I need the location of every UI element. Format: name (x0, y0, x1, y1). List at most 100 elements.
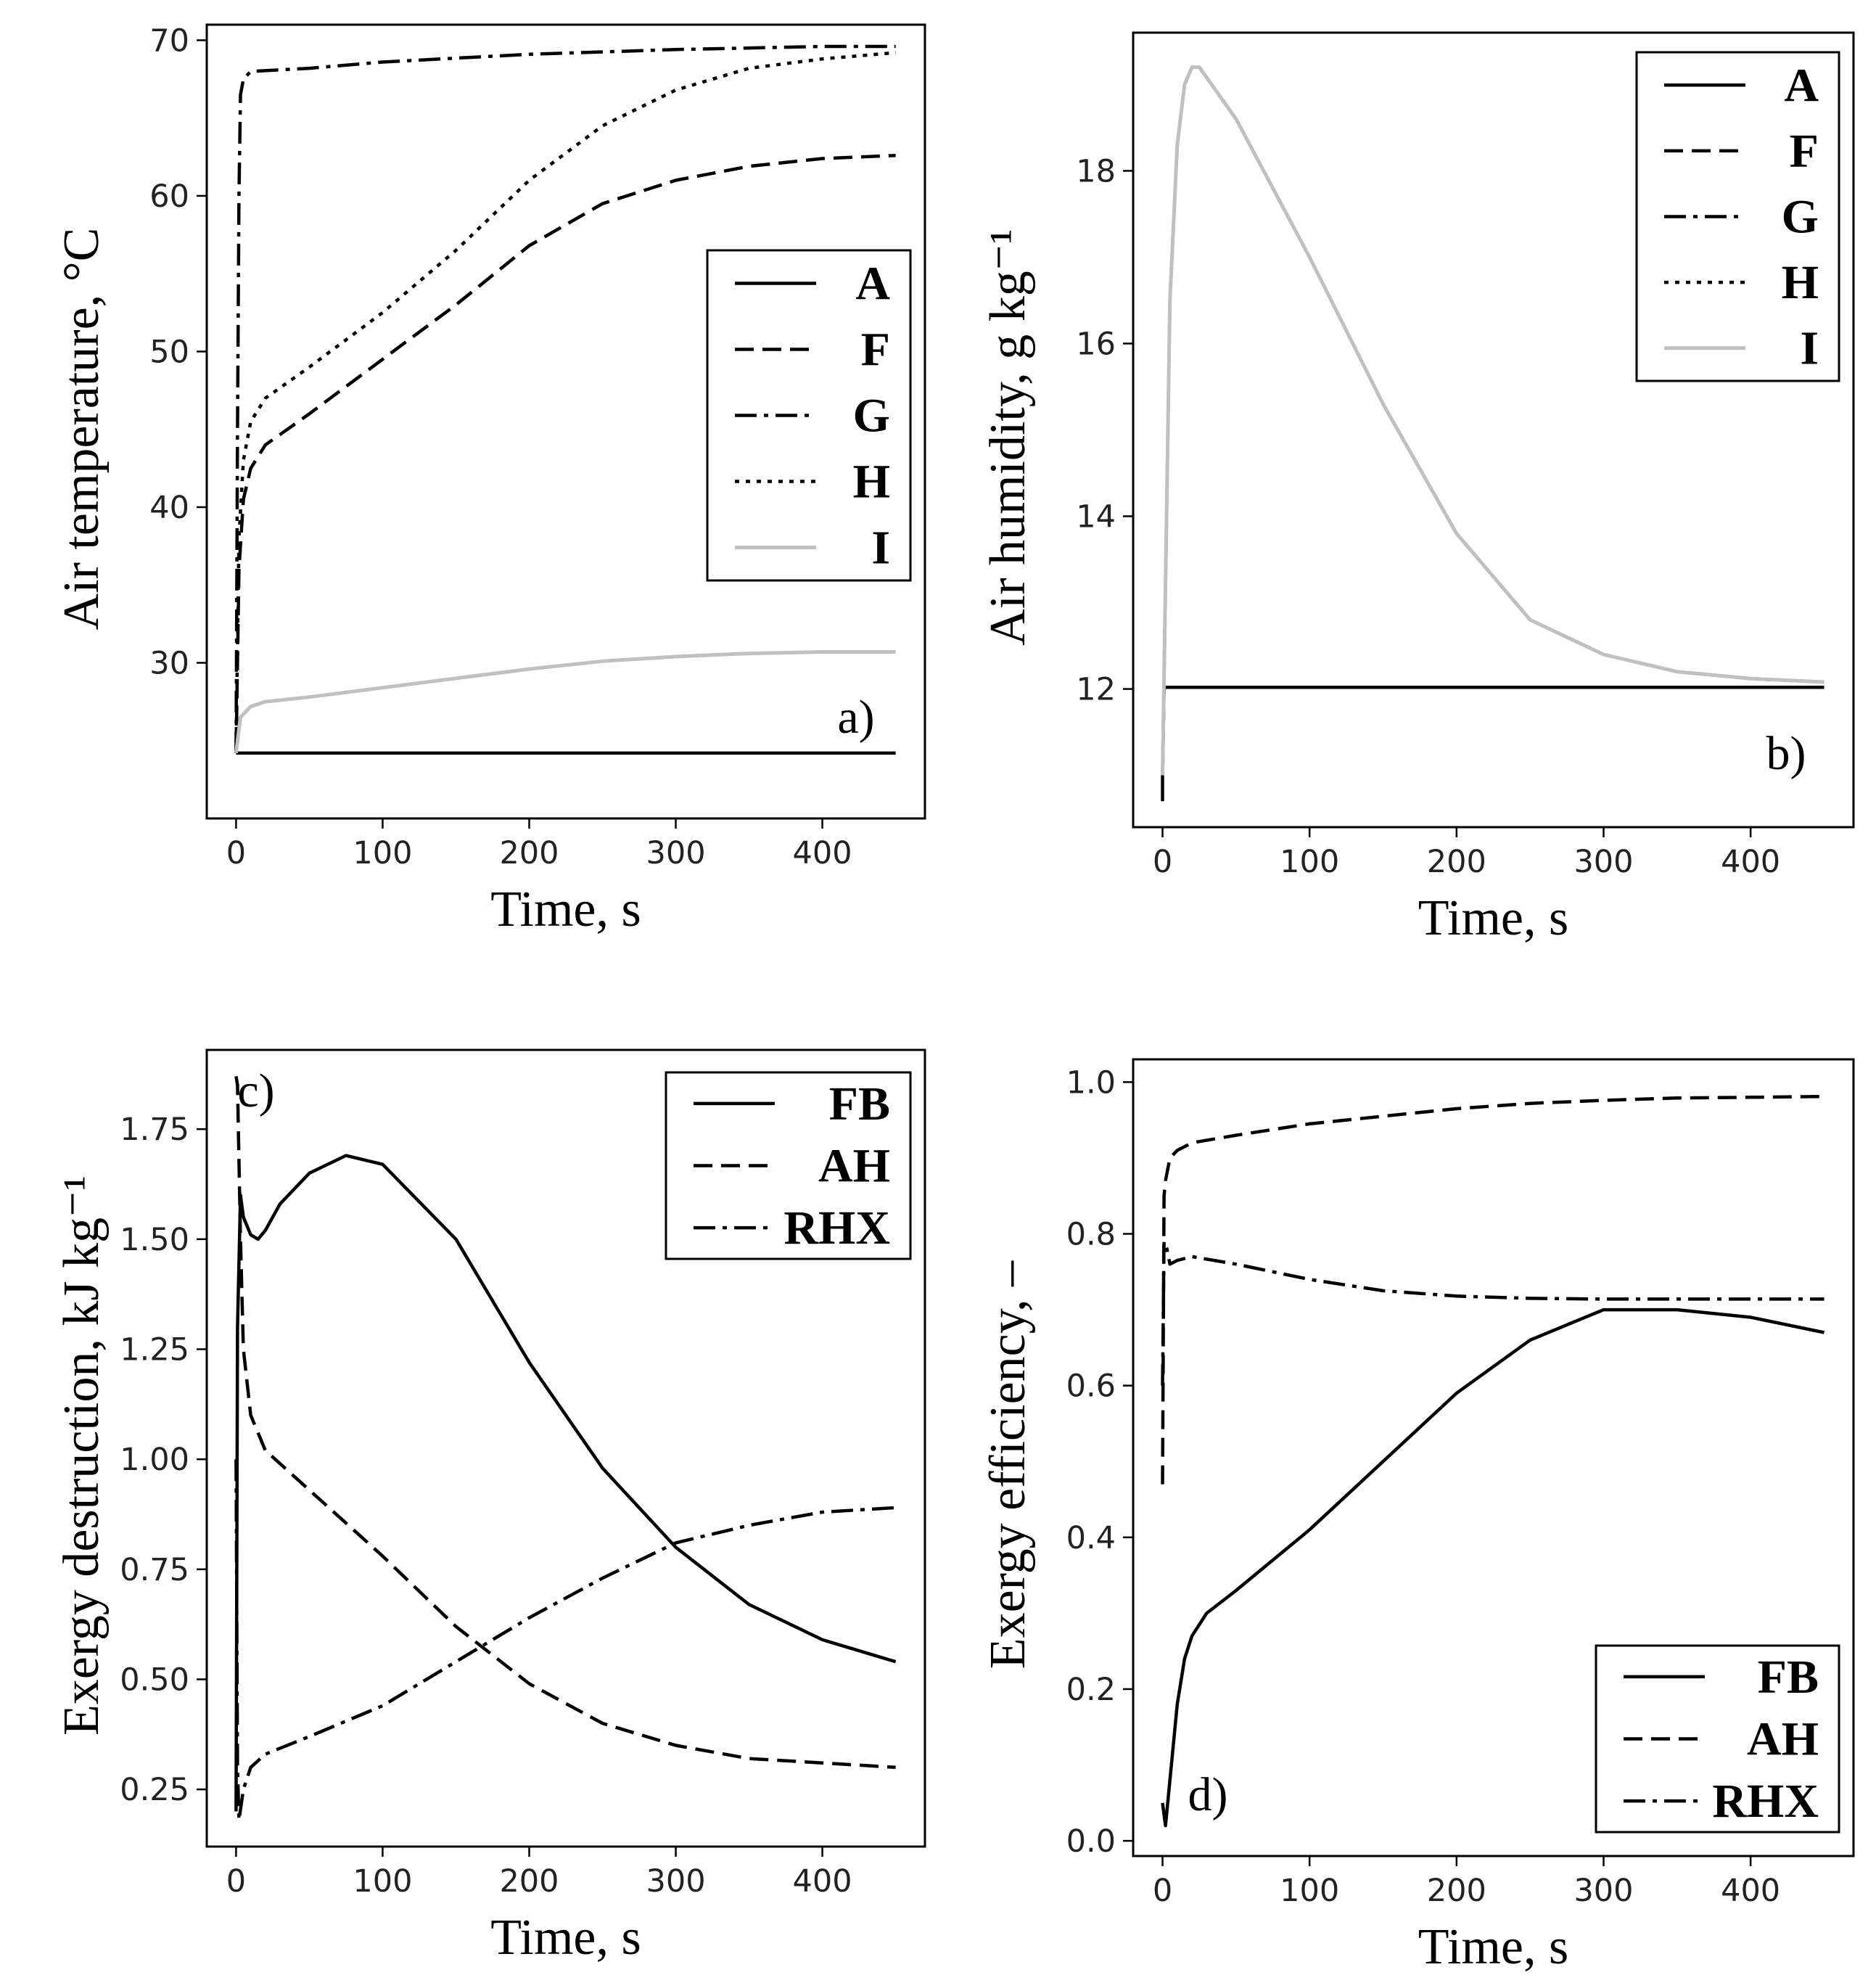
panel-b-series-a-line (1161, 685, 1824, 802)
panel-d-y-tick-label: 0.0 (1066, 1823, 1116, 1860)
panel-b: 0 100 200 300 400 12 14 16 18 Time, s Air humidity… (980, 31, 1855, 946)
panel-c-y-tick-label: 1.50 (120, 1222, 189, 1258)
panel-b-x-tick-label: 300 (1573, 844, 1633, 880)
panel-c-frame (205, 1048, 926, 1848)
panel-a-series-g-line (234, 44, 896, 753)
panel-d-series-rhx-line (1161, 1239, 1824, 1386)
panel-a-x-tick-label: 200 (499, 835, 559, 871)
panel-d-plot-area (1161, 1094, 1824, 1828)
panel-d-y-tick-label: 0.8 (1066, 1217, 1116, 1253)
panel-c-x-axis-label: Time, s (490, 1910, 641, 1966)
panel-b-y-tick-label: 12 (1076, 672, 1116, 708)
panel-b-x-tick-label: 400 (1721, 844, 1780, 880)
panel-d-y-tick-label: 0.2 (1066, 1672, 1116, 1708)
panel-b-y-axis-label: Air humidity, g kg⁻¹ (980, 229, 1036, 646)
panel-b-series-f-line (1161, 685, 1824, 776)
panel-b-legend-label-g: G (1782, 191, 1819, 244)
panel-c-series-ah-line (234, 1076, 896, 1770)
panel-a-series-h-line (234, 51, 896, 753)
panel-b-legend-label-a: A (1784, 59, 1819, 112)
panel-d-legend-label-fb: FB (1758, 1651, 1819, 1704)
panel-a-y-tick-label: 40 (149, 490, 189, 526)
panel-a-legend-label-a: A (855, 258, 890, 311)
panel-c-legend: FB AH RHX (665, 1071, 912, 1260)
panel-d-y-tick-label: 0.6 (1066, 1368, 1116, 1405)
panel-c-label: c) (237, 1064, 274, 1117)
panel-c-x-tick-label: 400 (793, 1863, 852, 1900)
panel-a-legend-label-i: I (871, 522, 890, 575)
panel-b-x-tick-label: 200 (1427, 844, 1486, 880)
panel-c-y-tick-label: 0.75 (120, 1552, 189, 1588)
panel-a-legend-label-f: F (861, 324, 890, 377)
panel-d-y-tick-label: 1.0 (1066, 1064, 1116, 1101)
panel-a-frame (205, 23, 926, 820)
panel-c-x-tick-label: 200 (499, 1863, 559, 1900)
panel-a-y-tick-label: 50 (149, 334, 189, 370)
panel-d-legend: FB AH RHX (1595, 1644, 1840, 1834)
panel-b-legend-label-h: H (1782, 256, 1819, 309)
panel-a-x-tick-label: 300 (646, 835, 705, 871)
panel-c-plot-area (234, 1076, 897, 1822)
panel-a-x-tick-label: 100 (353, 835, 412, 871)
panel-d-label: d) (1188, 1768, 1228, 1821)
panel-b-plot-area (1161, 65, 1824, 802)
panel-d-series-ah-line (1161, 1094, 1824, 1485)
panel-b-legend-label-i: I (1800, 322, 1819, 375)
panel-b-y-tick-label: 16 (1076, 326, 1116, 362)
panel-d-frame (1132, 1058, 1855, 1857)
panel-c-legend-label-rhx: RHX (783, 1202, 890, 1255)
panel-d: 0 100 200 300 400 0.0 0.2 0.4 0.6 0.8 1.0 Time, s Ex… (980, 1058, 1855, 1975)
panel-a-plot-area (234, 44, 896, 755)
panel-b-x-axis-label: Time, s (1418, 890, 1569, 946)
panel-a-x-tick-label: 400 (793, 835, 852, 871)
panel-d-y-tick-label: 0.4 (1066, 1520, 1116, 1556)
panel-d-x-axis-label: Time, s (1418, 1919, 1569, 1975)
panel-a-y-tick-label: 70 (149, 22, 189, 59)
panel-d-x-tick-label: 400 (1721, 1873, 1780, 1909)
panel-c-y-axis-label: Exergy destruction, kJ kg⁻¹ (54, 1175, 110, 1736)
panel-d-legend-label-rhx: RHX (1712, 1775, 1819, 1828)
panel-d-y-axis-label: Exergy efficiency, – (980, 1260, 1036, 1669)
panel-b-series-g-line (1161, 685, 1824, 776)
panel-a-series-i-line (234, 650, 896, 754)
panel-c-y-tick-label: 1.00 (120, 1442, 189, 1478)
panel-d-x-tick-label: 200 (1427, 1873, 1486, 1909)
panel-b-x-tick-label: 100 (1280, 844, 1339, 880)
panel-c-y-tick-label: 1.25 (120, 1332, 189, 1368)
panel-c-y-tick-label: 0.50 (120, 1662, 189, 1698)
panel-b-x-tick-label: 0 (1153, 844, 1172, 880)
panel-c: 0 100 200 300 400 0.25 0.50 0.75 1.00 1.25 1.50 1.7… (54, 1048, 926, 1966)
panel-a-y-axis-label: Air temperature, °C (54, 228, 110, 631)
panel-a: 0 100 200 300 400 30 40 50 60 70 Time, s Air temper… (54, 22, 926, 937)
panel-a-x-axis-label: Time, s (490, 882, 641, 937)
panel-c-x-tick-label: 0 (226, 1863, 246, 1900)
panel-b-label: b) (1766, 727, 1806, 780)
panel-a-legend-label-h: H (853, 456, 890, 509)
panel-c-series-rhx-line (234, 1459, 896, 1822)
panel-b-frame (1132, 31, 1855, 829)
panel-a-legend-label-g: G (853, 390, 890, 443)
panel-c-x-tick-label: 100 (353, 1863, 412, 1900)
panel-d-legend-label-ah: AH (1747, 1713, 1819, 1766)
panel-c-x-tick-label: 300 (646, 1863, 705, 1900)
panel-d-series-fb-line (1161, 1307, 1824, 1828)
panel-b-series-i-line (1161, 65, 1824, 776)
panel-b-y-tick-label: 14 (1076, 499, 1116, 535)
panel-d-x-tick-label: 100 (1280, 1873, 1339, 1909)
panel-c-y-tick-label: 0.25 (120, 1772, 189, 1808)
panel-b-y-tick-label: 18 (1076, 153, 1116, 189)
panel-b-legend-label-f: F (1790, 125, 1819, 178)
panel-c-legend-label-ah: AH (818, 1140, 890, 1193)
panel-c-y-tick-label: 1.75 (120, 1112, 189, 1148)
panel-a-y-tick-label: 30 (149, 645, 189, 681)
panel-a-label: a) (837, 691, 874, 744)
panel-c-legend-label-fb: FB (829, 1077, 890, 1130)
panel-c-series-fb-line (234, 1154, 897, 1812)
panel-a-x-tick-label: 0 (226, 835, 246, 871)
panel-d-x-tick-label: 300 (1573, 1873, 1633, 1909)
panel-a-y-tick-label: 60 (149, 178, 189, 215)
panel-a-series-f-line (234, 153, 896, 753)
